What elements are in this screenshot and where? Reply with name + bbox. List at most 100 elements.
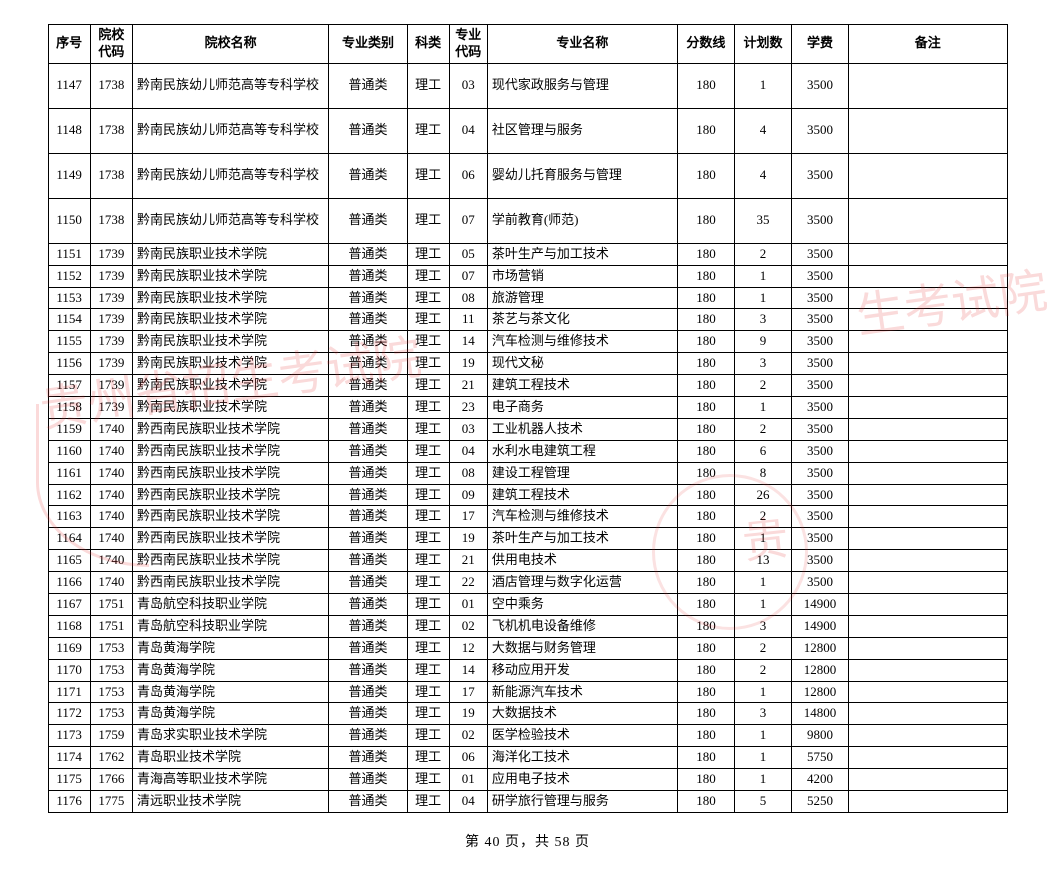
cell-idx: 1169 (48, 637, 90, 659)
cell-pname: 茶艺与茶文化 (487, 309, 677, 331)
cell-sname: 黔南民族职业技术学院 (132, 287, 328, 309)
cell-ptype: 普通类 (329, 747, 407, 769)
cell-fee: 3500 (791, 287, 848, 309)
cell-ptype: 普通类 (329, 484, 407, 506)
cell-fee: 12800 (791, 659, 848, 681)
cell-idx: 1160 (48, 440, 90, 462)
cell-fee: 3500 (791, 440, 848, 462)
cell-scode: 1751 (90, 615, 132, 637)
cell-sci: 理工 (407, 528, 449, 550)
cell-note (849, 63, 1007, 108)
cell-fee: 3500 (791, 572, 848, 594)
cell-sname: 清远职业技术学院 (132, 791, 328, 813)
cell-sname: 黔南民族幼儿师范高等专科学校 (132, 153, 328, 198)
table-row: 11571739黔南民族职业技术学院普通类理工21建筑工程技术18023500 (48, 375, 1007, 397)
cell-note (849, 506, 1007, 528)
table-row: 11521739黔南民族职业技术学院普通类理工07市场营销18013500 (48, 265, 1007, 287)
cell-note (849, 572, 1007, 594)
cell-sname: 黔南民族职业技术学院 (132, 353, 328, 375)
cell-plan: 2 (734, 243, 791, 265)
table-row: 11741762青岛职业技术学院普通类理工06海洋化工技术18015750 (48, 747, 1007, 769)
cell-scode: 1751 (90, 594, 132, 616)
cell-score: 180 (677, 265, 734, 287)
cell-ptype: 普通类 (329, 550, 407, 572)
cell-score: 180 (677, 725, 734, 747)
cell-plan: 35 (734, 198, 791, 243)
cell-pname: 新能源汽车技术 (487, 681, 677, 703)
table-row: 11711753青岛黄海学院普通类理工17新能源汽车技术180112800 (48, 681, 1007, 703)
cell-plan: 8 (734, 462, 791, 484)
cell-pname: 建筑工程技术 (487, 484, 677, 506)
cell-scode: 1753 (90, 659, 132, 681)
cell-pname: 现代文秘 (487, 353, 677, 375)
cell-pname: 医学检验技术 (487, 725, 677, 747)
cell-score: 180 (677, 353, 734, 375)
cell-score: 180 (677, 594, 734, 616)
cell-sci: 理工 (407, 243, 449, 265)
cell-plan: 2 (734, 506, 791, 528)
cell-sname: 黔西南民族职业技术学院 (132, 572, 328, 594)
page-footer: 第 40 页，共 58 页 (48, 831, 1008, 851)
col-plan: 计划数 (734, 25, 791, 64)
cell-pname: 电子商务 (487, 397, 677, 419)
cell-ptype: 普通类 (329, 265, 407, 287)
cell-pname: 现代家政服务与管理 (487, 63, 677, 108)
cell-fee: 3500 (791, 484, 848, 506)
cell-idx: 1151 (48, 243, 90, 265)
cell-plan: 2 (734, 637, 791, 659)
col-scode: 院校代码 (90, 25, 132, 64)
cell-pname: 研学旅行管理与服务 (487, 791, 677, 813)
cell-idx: 1161 (48, 462, 90, 484)
cell-sname: 黔西南民族职业技术学院 (132, 528, 328, 550)
cell-fee: 3500 (791, 198, 848, 243)
cell-sname: 黔西南民族职业技术学院 (132, 462, 328, 484)
cell-sci: 理工 (407, 747, 449, 769)
cell-note (849, 440, 1007, 462)
cell-ptype: 普通类 (329, 725, 407, 747)
cell-scode: 1739 (90, 243, 132, 265)
cell-pcode: 12 (449, 637, 487, 659)
cell-ptype: 普通类 (329, 331, 407, 353)
cell-scode: 1753 (90, 681, 132, 703)
cell-pname: 建设工程管理 (487, 462, 677, 484)
cell-score: 180 (677, 397, 734, 419)
table-row: 11681751青岛航空科技职业学院普通类理工02飞机机电设备维修1803149… (48, 615, 1007, 637)
cell-pname: 空中乘务 (487, 594, 677, 616)
cell-fee: 3500 (791, 375, 848, 397)
cell-ptype: 普通类 (329, 791, 407, 813)
cell-scode: 1740 (90, 506, 132, 528)
cell-fee: 3500 (791, 153, 848, 198)
cell-pname: 茶叶生产与加工技术 (487, 528, 677, 550)
cell-sname: 黔西南民族职业技术学院 (132, 484, 328, 506)
cell-sci: 理工 (407, 725, 449, 747)
cell-sci: 理工 (407, 594, 449, 616)
cell-pcode: 17 (449, 681, 487, 703)
cell-note (849, 615, 1007, 637)
cell-sname: 黔西南民族职业技术学院 (132, 440, 328, 462)
cell-sci: 理工 (407, 550, 449, 572)
cell-score: 180 (677, 153, 734, 198)
cell-sci: 理工 (407, 397, 449, 419)
cell-note (849, 681, 1007, 703)
table-row: 11751766青海高等职业技术学院普通类理工01应用电子技术18014200 (48, 769, 1007, 791)
cell-note (849, 397, 1007, 419)
cell-idx: 1166 (48, 572, 90, 594)
cell-score: 180 (677, 703, 734, 725)
cell-fee: 12800 (791, 681, 848, 703)
page-wrap: { "columns": [ {"key":"idx","label":"序号"… (48, 24, 1008, 851)
cell-ptype: 普通类 (329, 440, 407, 462)
cell-pname: 市场营销 (487, 265, 677, 287)
cell-idx: 1171 (48, 681, 90, 703)
cell-score: 180 (677, 528, 734, 550)
cell-pcode: 22 (449, 572, 487, 594)
cell-score: 180 (677, 659, 734, 681)
cell-plan: 4 (734, 153, 791, 198)
cell-score: 180 (677, 331, 734, 353)
table-row: 11691753青岛黄海学院普通类理工12大数据与财务管理180212800 (48, 637, 1007, 659)
cell-note (849, 353, 1007, 375)
table-row: 11721753青岛黄海学院普通类理工19大数据技术180314800 (48, 703, 1007, 725)
cell-sci: 理工 (407, 375, 449, 397)
table-row: 11661740黔西南民族职业技术学院普通类理工22酒店管理与数字化运营1801… (48, 572, 1007, 594)
cell-plan: 2 (734, 659, 791, 681)
cell-sci: 理工 (407, 287, 449, 309)
